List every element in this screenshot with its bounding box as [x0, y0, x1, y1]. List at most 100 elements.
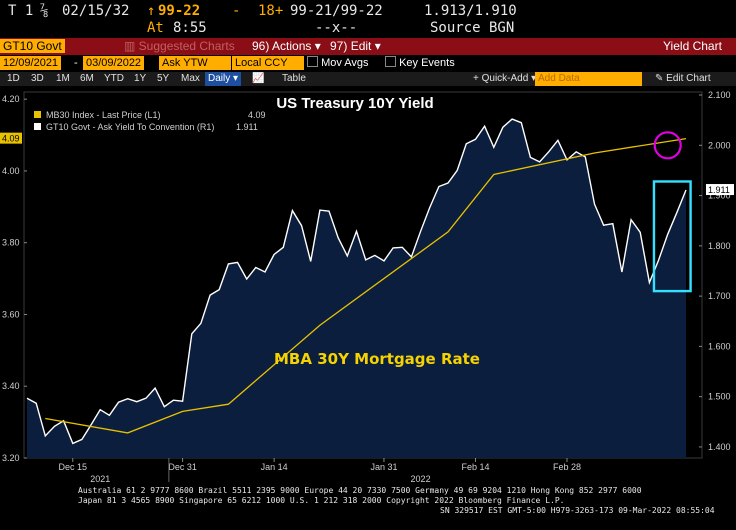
chevron-down-icon: ▾ — [311, 39, 321, 53]
change-ticks: 18+ — [258, 3, 284, 19]
checkbox-icon — [307, 56, 318, 67]
right-axis-tick-label: 1.700 — [708, 291, 731, 301]
left-axis-tick-label: 4.00 — [2, 166, 20, 176]
line-layer — [26, 118, 687, 445]
legend-value-treasury: 1.911 — [236, 122, 258, 132]
axis-layer: 4.204.003.803.603.403.202.1002.0001.9001… — [0, 90, 734, 484]
x-axis-tick-label: Feb 14 — [461, 462, 489, 472]
x-axis-tick-label: Dec 31 — [168, 462, 197, 472]
menu-number-icon: 96) — [252, 39, 273, 53]
frequency-dropdown[interactable]: Daily ▾ — [205, 72, 242, 86]
chart-title: US Treasury 10Y Yield — [276, 95, 433, 112]
field-selector[interactable]: Ask YTW — [159, 56, 231, 70]
legend-swatch-treasury — [34, 123, 41, 130]
title-bar: GT10 Govt ▥ Suggested Charts 96) Actions… — [0, 38, 736, 55]
left-current-value: 4.09 — [2, 134, 20, 144]
mortgage-annotation: MBA 30Y Mortgage Rate — [274, 350, 480, 368]
mov-avgs-toggle[interactable]: Mov Avgs — [307, 56, 369, 70]
legend-value-mortgage: 4.09 — [248, 110, 266, 120]
left-axis-tick-label: 3.60 — [2, 309, 20, 319]
period-3d[interactable]: 3D — [31, 73, 44, 84]
window-title: Yield Chart — [663, 39, 722, 53]
up-arrow-icon: ↑ — [147, 3, 156, 19]
last-price: 99-22 — [158, 3, 201, 19]
bid-ask-yield: 1.913/1.910 — [424, 3, 517, 19]
mortgage-line-layer — [45, 137, 687, 434]
highlight-rectangle — [652, 180, 692, 293]
left-axis-tick-label: 4.20 — [2, 94, 20, 104]
mortgage-line — [45, 137, 687, 434]
mov-avgs-label: Mov Avgs — [321, 57, 369, 69]
footer: Australia 61 2 9777 8600 Brazil 5511 239… — [0, 484, 736, 530]
period-1y[interactable]: 1Y — [134, 73, 147, 84]
period-1m[interactable]: 1M — [56, 73, 70, 84]
period-ytd[interactable]: YTD — [104, 73, 124, 84]
edit-chart-label: Edit Chart — [666, 73, 711, 84]
frequency-label: Daily — [208, 73, 231, 84]
right-axis-tick-label: 1.900 — [708, 191, 731, 201]
footer-contacts-2: Japan 81 3 4565 8900 Singapore 65 6212 1… — [78, 496, 565, 505]
left-axis-tick-label: 3.20 — [2, 453, 20, 463]
quote-time: 8:55 — [173, 20, 207, 36]
footer-session-info: SN 329517 EST GMT-5:00 H979-3263-173 09-… — [440, 506, 715, 515]
chevron-down-icon: ▾ — [528, 73, 537, 84]
mid-indicator: --x-- — [315, 20, 358, 36]
suggested-charts-button[interactable]: ▥ Suggested Charts — [124, 39, 235, 53]
quick-add-button[interactable]: + Quick-Add ▾ — [473, 72, 536, 86]
end-date-field[interactable]: 03/09/2022 — [83, 56, 145, 70]
yield-chart[interactable]: 4.204.003.803.603.403.202.1002.0001.9001… — [0, 86, 736, 484]
highlight-layer — [652, 131, 692, 293]
left-axis-tick-label: 3.80 — [2, 238, 20, 248]
period-1d[interactable]: 1D — [7, 73, 20, 84]
right-axis-tick-label: 1.800 — [708, 241, 731, 251]
x-axis-tick-label: Dec 15 — [58, 462, 87, 472]
treasury-area — [27, 119, 686, 458]
left-axis-tick-label: 3.40 — [2, 381, 20, 391]
actions-label: Actions — [272, 39, 312, 53]
treasury-line — [26, 118, 687, 445]
start-date-field[interactable]: 12/09/2021 — [0, 56, 62, 70]
change-sign: - — [232, 3, 241, 19]
chevron-down-icon: ▾ — [371, 39, 381, 53]
coupon-label: ⅞ — [40, 3, 49, 19]
bid-ask-price: 99-21/99-22 — [290, 3, 383, 19]
add-data-input[interactable]: Add Data — [535, 72, 642, 86]
period-max[interactable]: Max — [181, 73, 200, 84]
footer-contacts-1: Australia 61 2 9777 8600 Brazil 5511 239… — [78, 486, 642, 495]
key-events-label: Key Events — [399, 57, 455, 69]
edit-label: Edit — [350, 39, 372, 53]
line-chart-icon[interactable]: 📈 — [252, 73, 265, 84]
at-label: At — [147, 20, 164, 36]
area-layer — [27, 119, 686, 458]
x-axis-tick-label: Jan 31 — [370, 462, 397, 472]
legend-label-treasury: GT10 Govt - Ask Yield To Convention (R1) — [46, 122, 214, 132]
pencil-icon: ✎ — [655, 73, 667, 84]
actions-menu[interactable]: 96) Actions ▾ — [252, 39, 321, 53]
highlight-circle — [653, 131, 682, 160]
x-axis-tick-label: Jan 14 — [261, 462, 288, 472]
key-events-toggle[interactable]: Key Events — [385, 56, 455, 70]
currency-selector[interactable]: Local CCY — [232, 56, 304, 70]
period-5y[interactable]: 5Y — [157, 73, 170, 84]
period-toolbar: 1D 3D 1M 6M YTD 1Y 5Y Max Daily ▾ 📈 Tabl… — [0, 72, 736, 86]
right-current-value: 1.911 — [708, 185, 730, 195]
ticker-field[interactable]: GT10 Govt — [0, 39, 65, 53]
left-current-value-box — [0, 132, 22, 144]
edit-chart-button[interactable]: ✎ Edit Chart — [655, 72, 711, 86]
edit-menu[interactable]: 97) Edit ▾ — [330, 39, 381, 53]
right-axis-tick-label: 1.400 — [708, 442, 731, 452]
table-button[interactable]: Table — [282, 73, 306, 84]
menu-number-icon: 97) — [330, 39, 351, 53]
quote-strip: T 1 ⅞ 02/15/32 ↑ 99-22 - 18+ 99-21/99-22… — [0, 0, 736, 38]
year-label-2022: 2022 — [411, 474, 431, 484]
checkbox-icon — [385, 56, 396, 67]
right-axis-tick-label: 1.600 — [708, 341, 731, 351]
price-source: Source BGN — [430, 20, 515, 36]
year-label-2021: 2021 — [90, 474, 110, 484]
chart-icon: ▥ — [124, 39, 139, 53]
suggested-charts-label: Suggested Charts — [138, 39, 235, 53]
right-axis-tick-label: 2.100 — [708, 90, 731, 100]
date-separator: - — [74, 57, 78, 69]
chevron-down-icon: ▾ — [230, 73, 239, 84]
period-6m[interactable]: 6M — [80, 73, 94, 84]
